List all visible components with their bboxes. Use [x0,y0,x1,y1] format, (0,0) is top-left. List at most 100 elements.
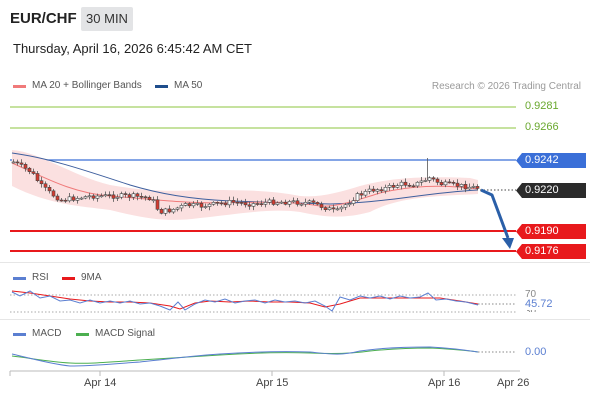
candle-body [431,177,436,180]
candle-body [231,200,236,203]
x-axis-label: Apr 15 [256,377,289,389]
candle-body [271,199,276,205]
forecast-arrow-line [480,188,510,239]
candle-body [243,202,248,206]
candle-body [439,182,444,186]
x-axis-label: Apr 16 [428,377,461,389]
macd-signal-line [11,347,479,364]
last-price-badge: 0.9220 [516,183,586,198]
candle-body [207,203,212,207]
candle-body [195,202,200,205]
candle-body [475,186,480,189]
candle-body [67,196,72,202]
candle-body [371,188,376,192]
candle-body [167,208,172,213]
candle-body [327,207,332,210]
candle-body [323,207,328,210]
candle-body [155,199,160,210]
candle-body [343,204,348,208]
candle-body [307,200,312,203]
candle-body [199,202,204,208]
candle-body [183,203,188,206]
candle-body [359,193,364,196]
candle-body [11,161,16,164]
candle-body [83,196,88,199]
candle-body [303,201,308,205]
candle-body [115,196,120,199]
candle-body [363,190,368,196]
candle-body [171,209,176,213]
candle-body [215,202,220,204]
support-2-badge: 0.9176 [516,244,586,259]
candle-body [71,196,76,201]
symbol-title: EUR/CHF [10,10,77,27]
candle-body [107,194,112,196]
candle-body [151,199,156,202]
timeframe-button[interactable]: 30 MIN [81,7,133,31]
candle-body [263,202,268,205]
legend-label-rsi-ma: 9MA [81,272,102,283]
candle-body [211,202,216,205]
legend-label-ma20: MA 20 + Bollinger Bands [32,80,142,91]
candle-body [435,178,440,183]
candle-body [379,189,384,192]
resistance-2-label: 0.9281 [525,100,559,112]
panel-separator [0,319,590,320]
candle-body [63,199,68,202]
ma20-line [11,162,479,207]
candle-body [411,185,416,188]
candle-body [335,208,340,211]
candle-body [459,184,464,187]
candle-body [99,195,104,198]
candle-body [27,167,32,172]
forecast-arrow-head-icon [502,238,514,249]
panel-separator [0,262,590,263]
candle-body [455,182,460,187]
candle-body [191,203,196,207]
candle-body [223,202,228,206]
resistance-1-label: 0.9266 [525,121,559,133]
candle-body [87,195,92,198]
candle-body [383,187,388,192]
candle-body [47,187,52,192]
candle-body [39,180,44,185]
candle-body [423,180,428,182]
candle-body [51,190,56,197]
candle-body [147,196,152,201]
candle-body [31,171,36,174]
candle-body [351,200,356,204]
candle-body [387,185,392,188]
ma20-swatch-icon [13,85,26,88]
candle-body [419,180,424,183]
datetime-label: Thursday, April 16, 2026 6:45:42 AM CET [13,41,252,56]
rsi-value-label: 45.72 [525,298,553,310]
candle-body [355,193,360,201]
candle-body [291,200,296,203]
rsi-level-70-label: 70 [525,289,537,300]
candle-body [135,193,140,197]
candle-body [283,201,288,205]
x-axis-label: Apr 26 [497,377,530,389]
candle-body [187,203,192,207]
candle-body [399,181,404,186]
rsi-ma-swatch-icon [62,277,75,280]
candle-body [219,202,224,205]
candle-body [295,200,300,205]
candle-body [103,194,108,197]
candle-body [259,203,264,205]
candle-body [23,164,28,169]
legend-label-macd-signal: MACD Signal [95,328,156,339]
candle-body [175,207,180,210]
candle-body [119,193,124,198]
candle-body [111,194,116,199]
candle-body [395,185,400,188]
candle-body [375,189,380,192]
support-1-badge: 0.9190 [516,224,586,239]
legend-label-rsi: RSI [32,272,49,283]
candle-body [347,203,352,206]
candle-body [279,201,284,204]
macd-swatch-icon [13,333,26,336]
legend-label-macd: MACD [32,328,62,339]
candle-body [59,199,64,202]
